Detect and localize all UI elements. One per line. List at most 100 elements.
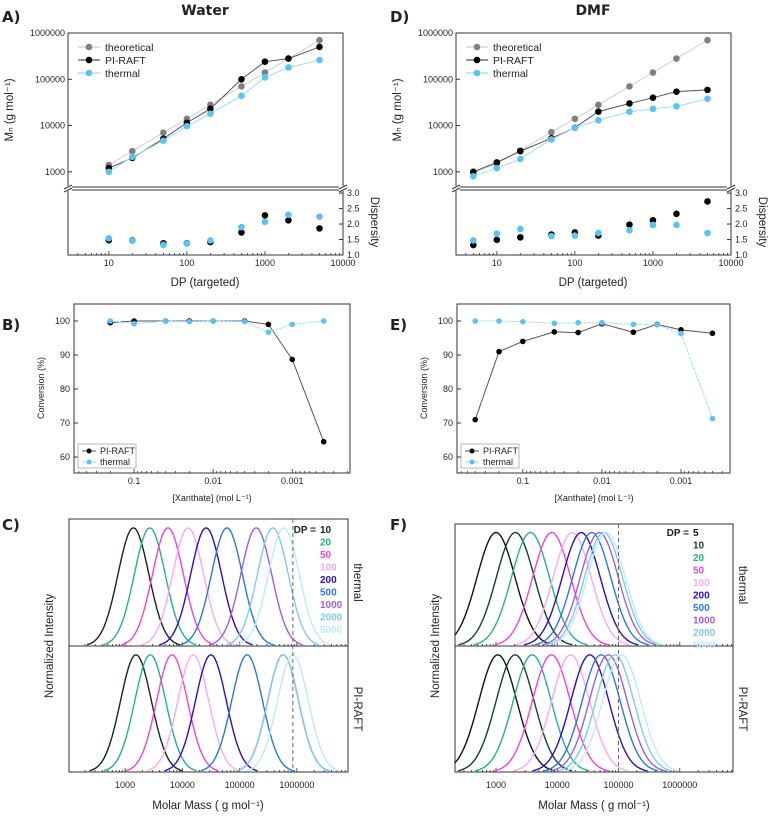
axis-break — [339, 186, 347, 191]
data-point-thermal — [493, 164, 501, 172]
x-tick-label: 10000 — [170, 780, 195, 790]
data-point-thermal — [183, 122, 191, 130]
x-axis-label: Molar Mass ( g mol⁻¹) — [152, 800, 264, 812]
data-point-thermal — [654, 321, 660, 328]
legend-label: PI-RAFT — [483, 446, 519, 456]
legend-label: theoretical — [105, 42, 153, 54]
data-point-PI-RAFT — [630, 329, 637, 336]
mwd-curve-dp-5 — [454, 654, 555, 772]
legend-marker — [473, 69, 481, 77]
series-line-PI-RAFT — [110, 320, 325, 442]
data-point-PI-RAFT — [285, 55, 292, 62]
data-point-thermal — [470, 173, 477, 180]
y-axis-label: Normalized Intensity — [44, 594, 56, 698]
data-point-PI-RAFT — [493, 159, 501, 166]
panel-label: A) — [2, 8, 20, 26]
x-tick-label: 0.1 — [517, 476, 530, 486]
x-tick-label: 1000 — [255, 258, 275, 268]
y2-tick-label: 2.0 — [347, 219, 360, 229]
data-point-PI-RAFT — [575, 329, 581, 336]
y-axis-label: Mₙ (g mol⁻¹) — [4, 78, 16, 141]
data-point-PI-RAFT — [238, 75, 245, 83]
dp-legend-item: 5000 — [693, 641, 716, 652]
x-tick-label: 100000 — [603, 780, 633, 790]
axis-break-mark — [63, 184, 73, 190]
legend-label: thermal — [483, 457, 513, 467]
series-line-PI-RAFT — [473, 89, 708, 173]
y-axis-label: Normalized Intensity — [430, 594, 442, 698]
x-tick-label: 0.01 — [204, 476, 222, 486]
data-point-PI-RAFT — [316, 43, 323, 51]
y-tick-label: 100000 — [35, 74, 65, 84]
data-point-PI-RAFT — [551, 329, 558, 335]
dispersity-point-thermal — [493, 230, 501, 237]
dispersity-point-PI-RAFT — [238, 229, 245, 236]
x-axis-label: DP (targeted) — [171, 277, 240, 289]
data-point-PI-RAFT — [289, 356, 296, 363]
dispersity-point-thermal — [160, 241, 167, 249]
mwd-curve-dp-10 — [86, 527, 180, 646]
x-tick-label: 1000 — [643, 258, 663, 268]
series-line-PI-RAFT — [474, 323, 713, 420]
x-tick-label: 0.001 — [670, 476, 693, 486]
data-point-theoretical — [548, 128, 555, 136]
mwd-curve-dp-500 — [534, 531, 649, 646]
mwd-curve-dp-10 — [457, 654, 573, 772]
dispersity-point-thermal — [704, 229, 711, 237]
dp-legend-item: 20 — [320, 538, 332, 549]
axis-break-mark — [63, 187, 73, 193]
legend-label: PI-RAFT — [100, 446, 136, 456]
data-point-PI-RAFT — [496, 348, 502, 355]
y-tick-label: 60 — [443, 452, 453, 462]
dispersity-plot-area — [67, 189, 344, 256]
subpanel-label: PI-RAFT — [736, 687, 748, 732]
data-point-thermal — [316, 56, 323, 64]
axis-break-mark — [726, 184, 736, 190]
legend-marker — [473, 56, 481, 64]
data-point-thermal — [649, 105, 657, 113]
dispersity-point-thermal — [129, 237, 136, 245]
data-point-thermal — [160, 137, 167, 145]
dispersity-point-PI-RAFT — [470, 241, 477, 249]
data-point-thermal — [709, 415, 716, 422]
dispersity-point-thermal — [649, 221, 657, 229]
data-point-thermal — [131, 320, 137, 327]
chart-title: DMF — [575, 3, 610, 19]
data-point-thermal — [599, 319, 605, 326]
dp-legend-item: 200 — [320, 575, 337, 586]
y-tick-label: 90 — [60, 350, 70, 360]
dispersity-point-PI-RAFT — [316, 225, 323, 232]
x-tick-label: 10000 — [718, 258, 743, 268]
data-point-theoretical — [626, 83, 633, 90]
mwd-curve-dp-1000 — [551, 654, 666, 772]
x-tick-label: 10 — [104, 258, 114, 268]
data-point-thermal — [320, 318, 327, 324]
y2-tick-label: 3.0 — [347, 188, 360, 198]
mn-plot-area — [67, 32, 344, 188]
dispersity-point-thermal — [207, 237, 214, 244]
data-point-theoretical — [129, 147, 136, 155]
axis-break-mark — [451, 184, 461, 190]
mwd-curve-dp-500 — [180, 527, 274, 646]
dp-legend-item: 100 — [693, 578, 710, 589]
y-tick-label: 80 — [443, 384, 453, 394]
subpanel-label: PI-RAFT — [351, 687, 363, 732]
dispersity-point-thermal — [105, 234, 113, 242]
legend-label: thermal — [105, 68, 140, 80]
mwd-curve-dp-1000 — [236, 654, 330, 772]
mn-plot-area — [455, 32, 732, 188]
axis-break — [727, 186, 735, 191]
dispersity-point-PI-RAFT — [704, 198, 711, 205]
dispersity-point-PI-RAFT — [673, 210, 680, 218]
y2-tick-label: 1.5 — [735, 235, 748, 245]
data-point-thermal — [626, 108, 633, 115]
data-point-theoretical — [261, 69, 269, 76]
y2-tick-label: 1.0 — [735, 250, 748, 260]
data-point-PI-RAFT — [261, 58, 269, 65]
data-point-thermal — [548, 136, 555, 143]
dispersity-plot-area — [455, 189, 732, 256]
x-axis-label: DP (targeted) — [559, 277, 628, 289]
y2-tick-label: 1.5 — [347, 235, 360, 245]
mwd-curve-dp-20 — [103, 654, 197, 772]
dp-legend-item: 10 — [320, 525, 332, 536]
